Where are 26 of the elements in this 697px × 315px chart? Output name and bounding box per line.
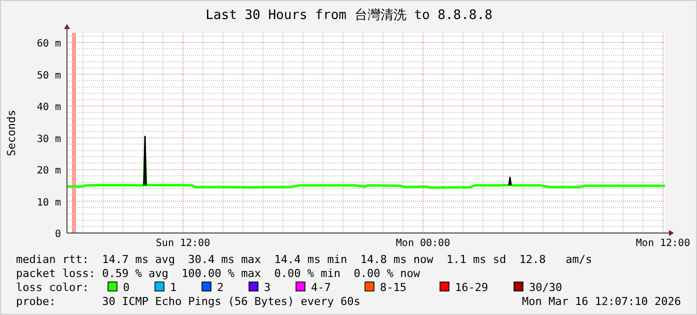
x-tick-label: Mon 12:00	[636, 238, 690, 249]
text: median rtt: 14.7 ms avg 30.4 ms max 14.4 ms min 14.8 ms now 1.1 ms sd 12.8 am/s	[16, 253, 592, 266]
text: probe: 30 ICMP Echo Pings (56 Bytes) every 60s	[16, 295, 360, 308]
y-tick-label: 10 m	[36, 197, 61, 208]
legend-label: 4-7	[311, 281, 331, 294]
legend-label: 3	[264, 281, 271, 294]
y-tick-label: 50 m	[36, 70, 61, 82]
legend-label: 2	[217, 281, 224, 294]
text: packet loss: 0.59 % avg 100.00 % max 0.00 % min 0.00 % now	[16, 267, 420, 280]
line-series	[66, 156, 666, 189]
y-tick-label: 30 m	[36, 134, 61, 145]
y-tick-label: 0	[54, 229, 61, 240]
legend-title: loss color:	[16, 281, 89, 294]
y-tick-label: 40 m	[36, 102, 61, 114]
legend-label: 0	[123, 281, 130, 294]
x-tick-label: Sun 12:00	[156, 238, 210, 249]
legend-label: 8-15	[380, 281, 406, 294]
y-axis-title: Seconds	[5, 110, 18, 156]
legend-label: 30/30	[529, 281, 562, 294]
legend-label: 16-29	[455, 281, 488, 294]
legend-label: 1	[170, 281, 177, 294]
y-tick-label: 20 m	[36, 166, 61, 177]
x-tick-label: Mon 00:00	[396, 238, 450, 249]
text: Mon Mar 16 12:07:10 2026	[522, 295, 681, 308]
y-tick-label: 60 m	[36, 38, 61, 50]
chart-title: Last 30 Hours from 台灣清洗 to 8.8.8.8	[206, 8, 492, 23]
